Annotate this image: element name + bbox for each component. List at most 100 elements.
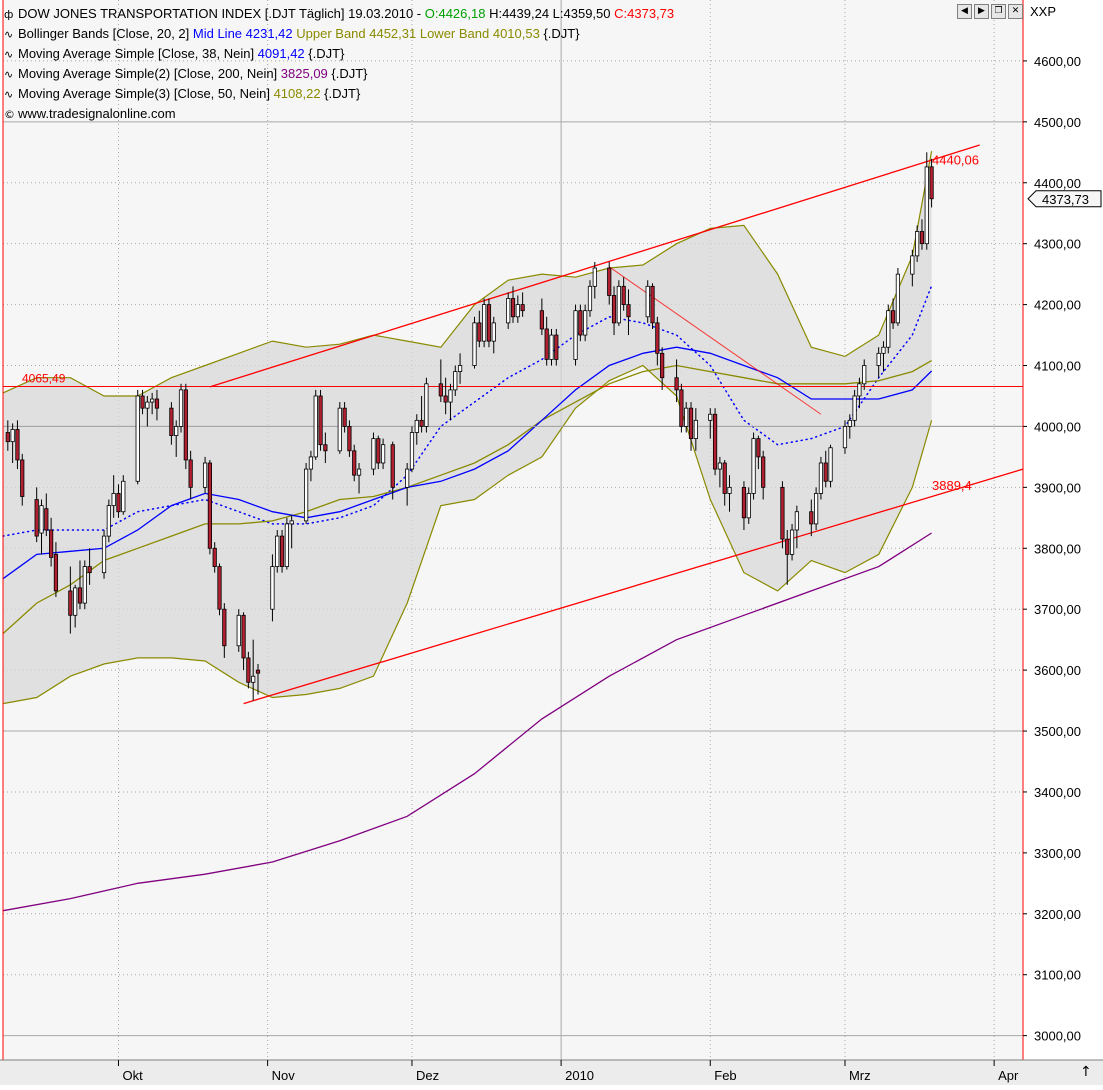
candle-body — [539, 310, 544, 330]
close-icon[interactable]: ✕ — [1008, 4, 1023, 19]
candle-body — [49, 529, 54, 558]
candle-body — [862, 365, 867, 385]
candle-body — [746, 493, 751, 519]
candle-body — [789, 529, 795, 555]
candle-body — [929, 166, 934, 200]
candle-body — [438, 383, 443, 397]
candle-body — [890, 310, 896, 324]
scroll-left-icon[interactable]: ◀ — [957, 4, 972, 19]
candle-body — [453, 371, 458, 391]
candle-body — [607, 267, 612, 296]
copyright-text: www.tradesignalonline.com — [18, 106, 176, 121]
candle-body — [823, 462, 828, 482]
legend-bollinger-row[interactable]: ∿ Bollinger Bands [Close, 20, 2] Mid Line… — [4, 24, 674, 44]
y-tick-label: 3800,00 — [1034, 541, 1081, 556]
candle-body — [111, 493, 116, 507]
candle-body — [304, 468, 309, 522]
candle-body — [818, 462, 824, 494]
candle-body — [684, 407, 689, 427]
candle-body — [87, 566, 92, 574]
legend-copyright-row: © www.tradesignalonline.com — [4, 104, 674, 124]
y-axis: 3000,00 3100,00 3200,00 3300,00 3400,00 3500,… — [1023, 54, 1081, 1044]
restore-icon[interactable]: ❐ — [991, 4, 1006, 19]
candle-body — [491, 322, 496, 342]
ma200-prefix: Moving Average Simple(2) [Close, 200, Ne… — [18, 66, 281, 81]
y-tick-label: 4600,00 — [1034, 54, 1081, 69]
legend-ma50-row[interactable]: ∿ Moving Average Simple(3) [Close, 50, Ne… — [4, 84, 674, 104]
candle-body — [814, 493, 819, 525]
candle-body — [174, 426, 179, 436]
ma50-suffix: {.DJT} — [320, 86, 361, 101]
candle-body — [337, 407, 342, 452]
ma38-line — [2, 346, 933, 580]
bollinger-mid-line — [2, 284, 933, 537]
candle-body — [207, 462, 212, 549]
bollinger-fill — [3, 151, 932, 704]
line-icon: ∿ — [4, 68, 14, 81]
ma38-value: 4091,42 — [257, 46, 305, 61]
candle-body — [371, 438, 376, 470]
candle-body — [390, 444, 395, 488]
candle-body — [169, 407, 174, 436]
open-value: O:4426,18 — [424, 6, 486, 21]
arrow-up-icon[interactable]: ↑ — [1080, 1064, 1092, 1080]
candle-icon: ф — [4, 8, 14, 21]
last-price-label: 4373,73 — [1042, 192, 1089, 207]
x-axis: Okt Nov Dez 2010 Feb Mrz Apr — [117, 1060, 1019, 1083]
bollinger-lower-line — [2, 364, 933, 705]
candle-body — [655, 322, 660, 354]
y-tick-label: 4400,00 — [1034, 176, 1081, 191]
axis-title: XXP — [1030, 4, 1057, 19]
y-tick-label: 4300,00 — [1034, 237, 1081, 252]
ma200-value: 3825,09 — [280, 66, 328, 81]
candle-body — [717, 462, 722, 470]
candle-body — [275, 535, 280, 567]
candle-body — [660, 352, 665, 379]
ma50-line — [2, 360, 932, 635]
candle-body — [106, 505, 111, 537]
candle-body — [573, 310, 578, 360]
candle-body — [712, 413, 718, 470]
candle-body — [443, 395, 448, 403]
candle-body — [121, 480, 126, 513]
candle-body — [77, 587, 83, 604]
legend-ma38-row[interactable]: ∿ Moving Average Simple [Close, 38, Nein]… — [4, 44, 674, 64]
legend-ma200-row[interactable]: ∿ Moving Average Simple(2) [Close, 200, N… — [4, 64, 674, 84]
bollinger-upper-line — [2, 150, 933, 397]
candle-body — [592, 267, 597, 287]
candle-body — [68, 590, 73, 616]
candle-body — [188, 459, 193, 488]
candle-body — [135, 395, 140, 482]
candle-body — [881, 346, 886, 354]
candle-body — [53, 553, 59, 592]
moving-averages — [2, 346, 933, 912]
y-tick-label: 4000,00 — [1034, 419, 1081, 434]
bollinger-bands-values: Upper Band 4452,31 Lower Band 4010,53 — [292, 26, 540, 41]
level-label: 4065,49 — [22, 372, 66, 386]
candle-body — [688, 407, 694, 440]
ma38-suffix: {.DJT} — [304, 46, 345, 61]
candle-body — [145, 401, 150, 409]
candle-body — [616, 285, 621, 324]
candle-body — [847, 419, 852, 427]
x-tick-label: Dez — [416, 1068, 439, 1083]
candle-body — [515, 304, 520, 318]
line-icon: ∿ — [4, 28, 14, 41]
symbol-prefix: DOW JONES TRANSPORTATION INDEX [.DJT Täg… — [18, 6, 425, 21]
candle-body — [583, 310, 588, 336]
bollinger-suffix: {.DJT} — [539, 26, 580, 41]
candle-body — [809, 511, 814, 525]
line-icon: ∿ — [4, 48, 14, 61]
scroll-right-icon[interactable]: ▶ — [974, 4, 989, 19]
candle-body — [708, 413, 713, 421]
bollinger-mid: Mid Line 4231,42 — [192, 26, 293, 41]
x-tick-label: Apr — [998, 1068, 1019, 1083]
trendline — [608, 266, 822, 415]
candle-body — [520, 304, 525, 312]
candle-body — [780, 486, 785, 540]
candle-body — [722, 462, 727, 494]
y-tick-label: 3400,00 — [1034, 785, 1081, 800]
trendline-label: 3889,4 — [932, 478, 972, 493]
candle-body — [785, 538, 790, 555]
